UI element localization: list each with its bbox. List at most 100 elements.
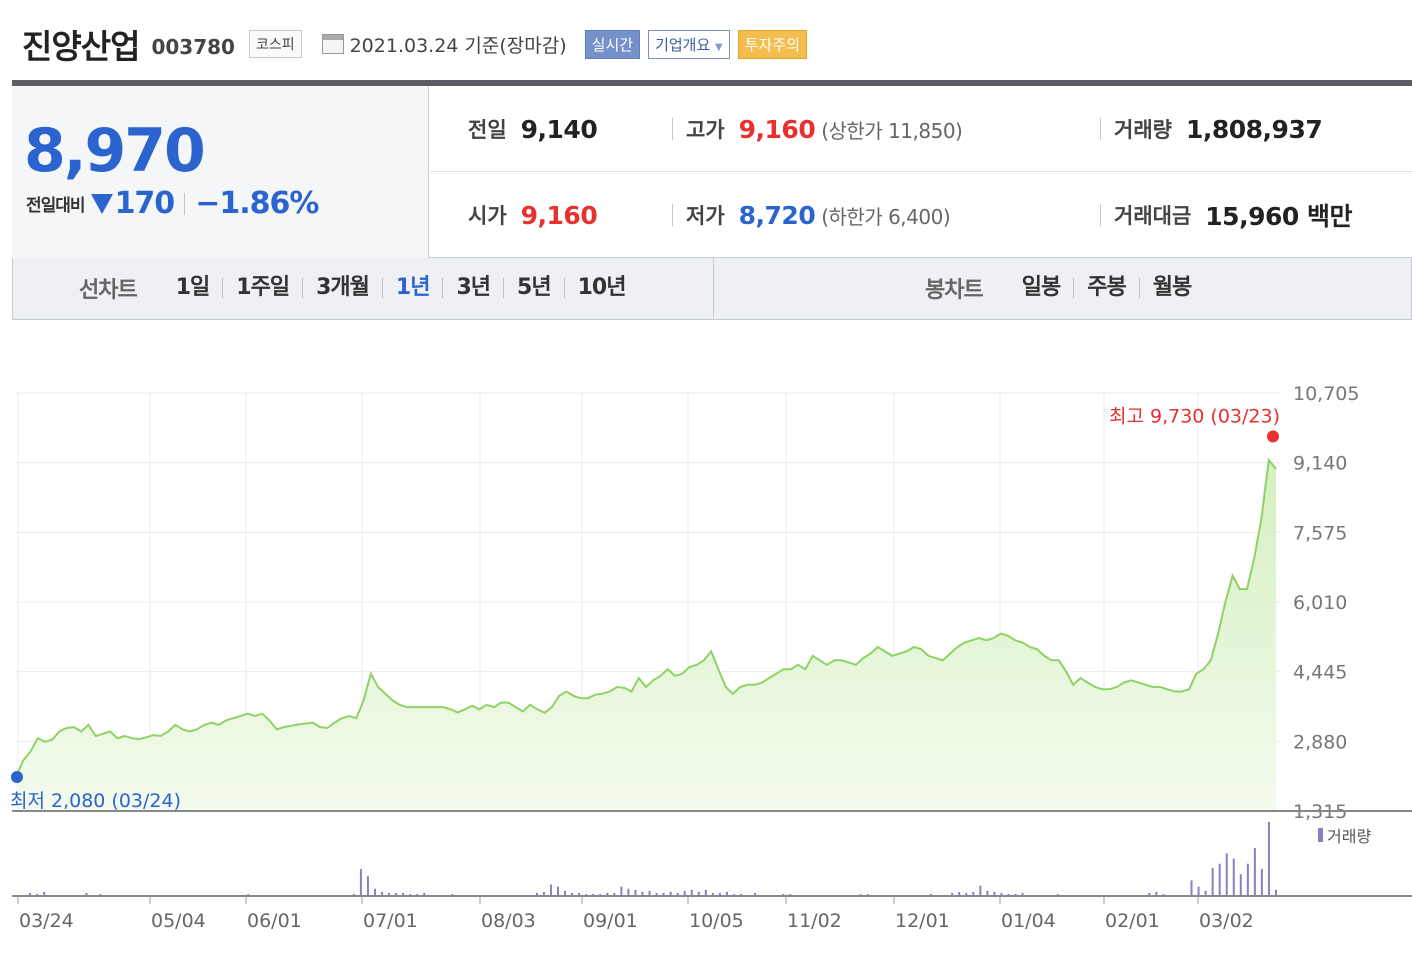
upper-limit: (상한가 11,850) — [821, 118, 963, 143]
volume-bar — [1232, 858, 1235, 895]
volume-bar — [1021, 892, 1024, 895]
volume-bar — [704, 889, 707, 895]
volume-bar — [789, 893, 792, 895]
volume-bar — [669, 891, 672, 895]
tab-3year[interactable]: 3년 — [442, 277, 503, 299]
y-tick-label: 6,010 — [1293, 592, 1347, 614]
market-badge: 코스피 — [248, 30, 302, 58]
volume-bar — [690, 889, 693, 895]
current-price-panel: 8,970 전일대비 170 −1.86% — [12, 86, 429, 258]
volume-bar — [866, 893, 869, 895]
volume-bar — [930, 893, 933, 895]
volume-bar — [1204, 890, 1207, 895]
tab-daily[interactable]: 일봉 — [1021, 275, 1061, 300]
volume-bar — [782, 893, 785, 895]
tab-monthly[interactable]: 월봉 — [1138, 277, 1204, 299]
volume-bar — [711, 892, 714, 895]
realtime-button[interactable]: 실시간 — [584, 29, 641, 59]
prev-close-cell: 전일 9,140 — [468, 86, 598, 172]
volume-bar — [1000, 892, 1003, 895]
volume-bar — [29, 892, 32, 895]
volume-bar — [683, 890, 686, 895]
volume-bar — [951, 892, 954, 895]
line-chart-tabs: 선차트 1일 1주일 3개월 1년 3년 5년 10년 — [79, 258, 638, 318]
y-tick-label: 4,445 — [1293, 662, 1347, 684]
volume-value: 1,808,937 — [1185, 114, 1323, 144]
volume-bar — [732, 893, 735, 895]
volume-bar — [423, 892, 426, 895]
low-label: 저가 — [686, 204, 725, 228]
amount-label: 거래대금 — [1114, 204, 1192, 228]
volume-bar — [451, 893, 454, 895]
company-overview-dropdown[interactable]: 기업개요 ▼ — [648, 29, 730, 59]
volume-bar — [578, 892, 581, 895]
volume-bar — [1267, 822, 1270, 895]
tab-5year[interactable]: 5년 — [503, 277, 564, 299]
prev-close-label: 전일 — [468, 118, 507, 142]
stock-header: 진양산업 003780 코스피 2021.03.24 기준(장마감) 실시간 기… — [22, 22, 807, 66]
volume-bar — [381, 891, 384, 895]
tab-3month[interactable]: 3개월 — [302, 277, 382, 299]
volume-bar — [585, 893, 588, 895]
x-tick-label: 05/04 — [151, 910, 206, 932]
volume-bar — [1260, 868, 1263, 895]
volume-bar — [373, 888, 376, 895]
change-label: 전일대비 — [26, 196, 86, 216]
volume-bar — [592, 893, 595, 895]
volume-bar — [697, 891, 700, 895]
volume-bar — [641, 891, 644, 895]
company-overview-label: 기업개요 — [655, 35, 711, 54]
x-tick-label: 08/03 — [481, 910, 536, 932]
tab-weekly[interactable]: 주봉 — [1073, 277, 1138, 299]
volume-bar — [402, 892, 405, 895]
x-tick-label: 09/01 — [583, 910, 638, 932]
series-area — [16, 460, 1276, 811]
volume-bar — [972, 891, 975, 895]
volume-bar — [1225, 853, 1228, 895]
volume-bar — [1246, 863, 1249, 895]
volume-bar — [676, 892, 679, 895]
price-row: 시가 9,160 저가 8,720 (하한가 6,400) 거래대금 15,96… — [430, 172, 1412, 258]
volume-legend-label: 거래량 — [1327, 827, 1371, 846]
volume-bar — [662, 892, 665, 895]
x-tick-label: 01/04 — [1001, 910, 1056, 932]
tab-1year[interactable]: 1년 — [381, 277, 443, 299]
x-tick-label: 06/01 — [247, 910, 302, 932]
divider — [672, 204, 673, 226]
open-cell: 시가 9,160 — [468, 172, 598, 258]
volume-bar — [36, 893, 39, 895]
tab-1day[interactable]: 1일 — [175, 275, 211, 300]
x-tick-label: 10/05 — [689, 910, 744, 932]
divider — [1100, 118, 1101, 140]
volume-bar — [1148, 892, 1151, 895]
chart-period-tabs: 선차트 1일 1주일 3개월 1년 3년 5년 10년 봉차트 일봉 주봉 월봉 — [12, 258, 1412, 320]
volume-bar — [979, 885, 982, 895]
volume-bar — [599, 893, 602, 895]
volume-bar — [1253, 848, 1256, 895]
volume-bar — [388, 892, 391, 895]
x-tick-label: 11/02 — [787, 910, 842, 932]
price-details: 전일 9,140 고가 9,160 (상한가 11,850) 거래량 1,808… — [430, 86, 1412, 258]
tab-1week[interactable]: 1주일 — [222, 277, 302, 299]
high-marker — [1267, 430, 1279, 443]
line-chart-label: 선차트 — [79, 278, 138, 303]
down-triangle-icon — [90, 193, 113, 214]
volume-bar — [1014, 893, 1017, 895]
volume-bar — [613, 892, 616, 895]
tab-10year[interactable]: 10년 — [563, 277, 639, 299]
volume-bar — [1155, 891, 1158, 895]
volume-bar — [409, 893, 412, 895]
low-annotation: 최저 2,080 (03/24) — [10, 790, 181, 812]
price-row: 전일 9,140 고가 9,160 (상한가 11,850) 거래량 1,808… — [430, 86, 1412, 172]
x-tick-label: 03/02 — [1199, 910, 1254, 932]
amount-cell: 거래대금 15,960 백만 — [1114, 172, 1352, 258]
open-label: 시가 — [468, 204, 507, 228]
volume-bar — [85, 892, 88, 895]
volume-bar — [1056, 893, 1059, 895]
series-line — [15, 457, 1277, 778]
low-value: 8,720 — [738, 200, 816, 230]
price-chart: 10,7059,1407,5756,0104,4452,8801,31503/2… — [10, 383, 1412, 932]
volume-bar — [416, 893, 419, 895]
volume-bar — [859, 893, 862, 895]
header-divider — [12, 80, 1412, 86]
